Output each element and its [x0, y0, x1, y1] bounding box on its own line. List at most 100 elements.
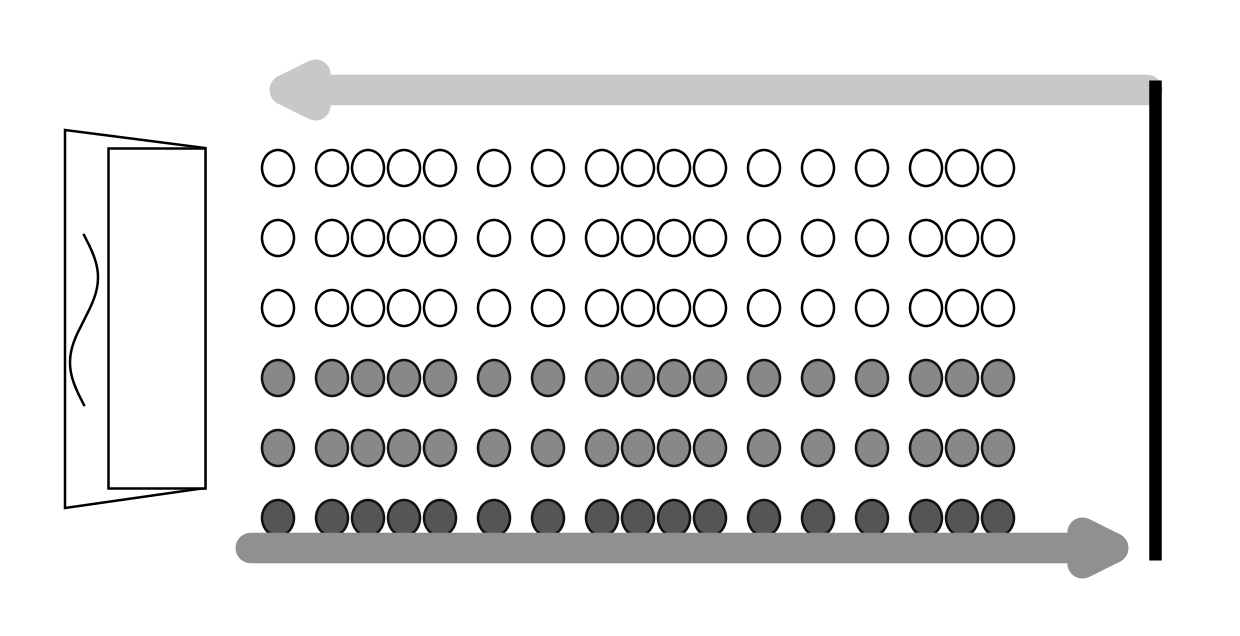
- Ellipse shape: [910, 220, 942, 256]
- Ellipse shape: [424, 360, 456, 396]
- Ellipse shape: [946, 430, 978, 466]
- Ellipse shape: [477, 500, 510, 536]
- Ellipse shape: [982, 150, 1014, 186]
- Ellipse shape: [388, 220, 420, 256]
- Ellipse shape: [316, 360, 348, 396]
- Ellipse shape: [532, 290, 564, 326]
- Ellipse shape: [910, 150, 942, 186]
- Ellipse shape: [694, 220, 725, 256]
- Ellipse shape: [477, 150, 510, 186]
- Ellipse shape: [532, 500, 564, 536]
- Ellipse shape: [262, 430, 294, 466]
- Ellipse shape: [532, 220, 564, 256]
- Ellipse shape: [658, 500, 689, 536]
- Ellipse shape: [477, 290, 510, 326]
- Ellipse shape: [982, 430, 1014, 466]
- Ellipse shape: [982, 220, 1014, 256]
- Ellipse shape: [802, 290, 835, 326]
- Ellipse shape: [316, 500, 348, 536]
- Ellipse shape: [424, 500, 456, 536]
- Ellipse shape: [352, 360, 384, 396]
- Ellipse shape: [388, 360, 420, 396]
- Ellipse shape: [802, 360, 835, 396]
- Ellipse shape: [587, 150, 618, 186]
- Ellipse shape: [532, 360, 564, 396]
- Ellipse shape: [748, 500, 780, 536]
- Ellipse shape: [388, 290, 420, 326]
- Ellipse shape: [694, 500, 725, 536]
- Ellipse shape: [748, 360, 780, 396]
- Ellipse shape: [658, 360, 689, 396]
- Ellipse shape: [946, 290, 978, 326]
- Ellipse shape: [748, 290, 780, 326]
- Ellipse shape: [856, 500, 888, 536]
- Ellipse shape: [622, 360, 653, 396]
- Ellipse shape: [658, 430, 689, 466]
- Ellipse shape: [748, 430, 780, 466]
- Ellipse shape: [262, 360, 294, 396]
- Ellipse shape: [856, 430, 888, 466]
- Ellipse shape: [982, 500, 1014, 536]
- Ellipse shape: [477, 430, 510, 466]
- Ellipse shape: [694, 290, 725, 326]
- Ellipse shape: [388, 150, 420, 186]
- Ellipse shape: [477, 360, 510, 396]
- Ellipse shape: [424, 290, 456, 326]
- Ellipse shape: [694, 360, 725, 396]
- Ellipse shape: [910, 500, 942, 536]
- Ellipse shape: [477, 220, 510, 256]
- Ellipse shape: [748, 150, 780, 186]
- Ellipse shape: [658, 150, 689, 186]
- Ellipse shape: [856, 220, 888, 256]
- Ellipse shape: [622, 150, 653, 186]
- Ellipse shape: [388, 430, 420, 466]
- Ellipse shape: [316, 150, 348, 186]
- Ellipse shape: [622, 500, 653, 536]
- Ellipse shape: [856, 150, 888, 186]
- Ellipse shape: [424, 220, 456, 256]
- Ellipse shape: [748, 220, 780, 256]
- Ellipse shape: [802, 220, 835, 256]
- Ellipse shape: [388, 500, 420, 536]
- Ellipse shape: [587, 430, 618, 466]
- Ellipse shape: [352, 500, 384, 536]
- Ellipse shape: [802, 150, 835, 186]
- Ellipse shape: [946, 220, 978, 256]
- Ellipse shape: [262, 500, 294, 536]
- Ellipse shape: [694, 150, 725, 186]
- Ellipse shape: [694, 430, 725, 466]
- Ellipse shape: [316, 220, 348, 256]
- Ellipse shape: [802, 500, 835, 536]
- Ellipse shape: [352, 430, 384, 466]
- Ellipse shape: [910, 430, 942, 466]
- Ellipse shape: [352, 290, 384, 326]
- Ellipse shape: [352, 220, 384, 256]
- Ellipse shape: [658, 290, 689, 326]
- Ellipse shape: [424, 150, 456, 186]
- Ellipse shape: [262, 290, 294, 326]
- Ellipse shape: [316, 290, 348, 326]
- Ellipse shape: [622, 290, 653, 326]
- Ellipse shape: [587, 360, 618, 396]
- Polygon shape: [108, 148, 205, 488]
- Ellipse shape: [587, 290, 618, 326]
- Ellipse shape: [910, 290, 942, 326]
- Ellipse shape: [946, 500, 978, 536]
- Ellipse shape: [532, 150, 564, 186]
- Polygon shape: [64, 130, 205, 508]
- Ellipse shape: [910, 360, 942, 396]
- Ellipse shape: [856, 290, 888, 326]
- Ellipse shape: [622, 220, 653, 256]
- Ellipse shape: [802, 430, 835, 466]
- Ellipse shape: [946, 360, 978, 396]
- Ellipse shape: [262, 220, 294, 256]
- Ellipse shape: [946, 150, 978, 186]
- Ellipse shape: [622, 430, 653, 466]
- Ellipse shape: [316, 430, 348, 466]
- Ellipse shape: [262, 150, 294, 186]
- Ellipse shape: [982, 290, 1014, 326]
- Ellipse shape: [352, 150, 384, 186]
- Ellipse shape: [587, 500, 618, 536]
- Ellipse shape: [982, 360, 1014, 396]
- Ellipse shape: [424, 430, 456, 466]
